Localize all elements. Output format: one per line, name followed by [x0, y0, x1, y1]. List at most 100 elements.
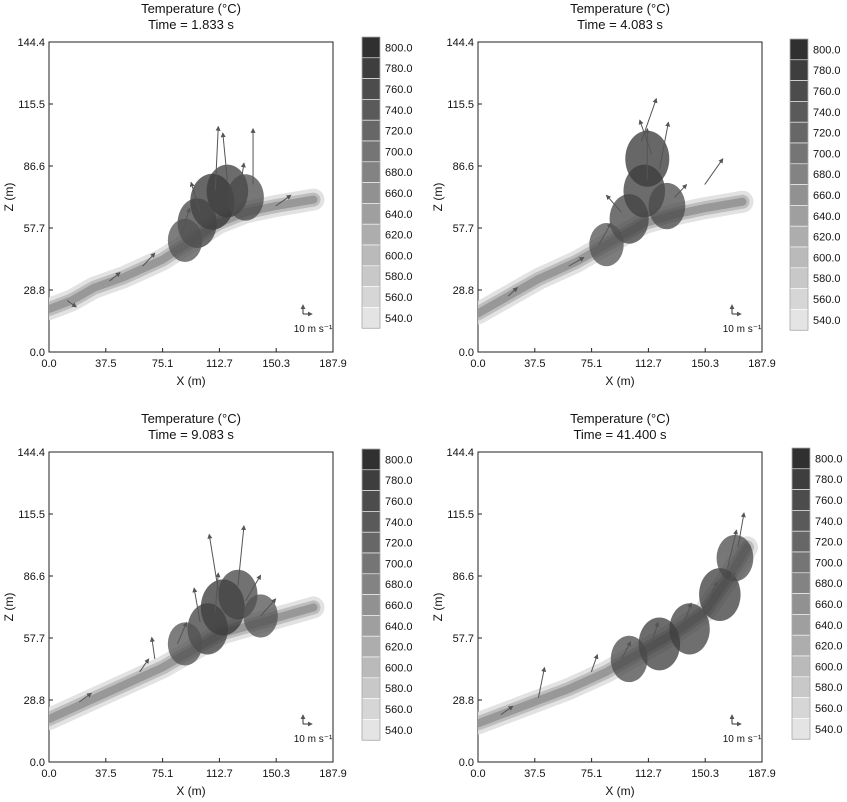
- colorbar-tick-label: 540.0: [385, 725, 413, 737]
- chart-title: Temperature (°C): [570, 411, 670, 426]
- colorbar-tick-label: 680.0: [815, 578, 843, 590]
- colorbar-band: [361, 490, 381, 512]
- colorbar-tick-label: 540.0: [813, 315, 841, 327]
- chart-panel-2: Temperature (°C)Time = 4.083 s 0.0 37.5 75.…: [431, 1, 841, 388]
- colorbar-band: [361, 57, 381, 79]
- y-tick-label: 57.7: [24, 223, 45, 235]
- y-tick-label: 144.4: [446, 37, 474, 49]
- colorbar-band: [361, 140, 381, 163]
- velocity-vector: [207, 533, 219, 591]
- colorbar-band: [361, 469, 381, 491]
- velocity-vector: [500, 705, 514, 716]
- colorbar-tick-label: 740.0: [813, 107, 841, 119]
- velocity-vector: [275, 194, 292, 207]
- colorbar-band: [789, 225, 809, 248]
- x-tick-label: 75.1: [152, 768, 173, 780]
- y-tick-label: 57.7: [453, 633, 474, 645]
- velocity-vector: [681, 602, 693, 630]
- temperature-field: [49, 525, 325, 731]
- velocity-vector: [605, 194, 622, 213]
- colorbar-tick-label: 720.0: [813, 128, 841, 140]
- colorbar-band: [361, 307, 381, 329]
- colorbar-band: [361, 78, 381, 100]
- colorbar-tick-label: 640.0: [385, 621, 413, 633]
- colorbar-tick-label: 540.0: [815, 724, 843, 736]
- colorbar-tick-label: 780.0: [385, 475, 413, 487]
- colorbar-band: [361, 573, 381, 595]
- colorbar-tick-label: 560.0: [815, 703, 843, 715]
- reference-vector-label: 10 m s⁻¹: [723, 324, 762, 335]
- colorbar-band: [791, 447, 811, 470]
- x-axis-label: X (m): [605, 784, 634, 798]
- colorbar-tick-label: 540.0: [385, 313, 413, 325]
- x-tick-label: 187.9: [319, 768, 347, 780]
- colorbar-band: [789, 101, 809, 123]
- colorbar-tick-label: 600.0: [813, 252, 841, 264]
- temperature-hotspot: [167, 218, 203, 262]
- velocity-vector: [537, 666, 547, 698]
- y-tick-label: 115.5: [18, 99, 45, 111]
- y-tick-label: 28.8: [24, 695, 45, 707]
- colorbar-tick-label: 700.0: [385, 146, 413, 158]
- colorbar-tick-label: 700.0: [385, 558, 413, 570]
- chart-subtitle: Time = 41.400 s: [573, 427, 667, 442]
- colorbar-tick-label: 800.0: [813, 44, 841, 56]
- x-axis-label: X (m): [176, 374, 205, 388]
- colorbar-tick-label: 620.0: [385, 642, 413, 654]
- colorbar-band: [361, 99, 381, 121]
- velocity-vector: [181, 207, 191, 235]
- colorbar-band: [791, 489, 811, 511]
- colorbar-tick-label: 560.0: [385, 704, 413, 716]
- temperature-hotspot: [227, 174, 264, 221]
- colorbar-band: [789, 163, 809, 185]
- colorbar-band: [789, 184, 809, 206]
- colorbar-tick-label: 800.0: [385, 42, 413, 54]
- x-tick-label: 112.7: [635, 768, 662, 780]
- velocity-vector: [109, 272, 121, 282]
- colorbar-band: [789, 246, 809, 269]
- velocity-vector: [507, 287, 518, 297]
- x-axis-label: X (m): [176, 784, 205, 798]
- x-tick-label: 150.3: [691, 358, 719, 370]
- colorbar-band: [791, 593, 811, 615]
- colorbar-band: [361, 161, 381, 183]
- velocity-vector: [214, 125, 221, 192]
- y-axis-label: Z (m): [2, 183, 16, 212]
- colorbar-band: [791, 510, 811, 532]
- x-tick-label: 150.3: [262, 358, 290, 370]
- colorbar-tick-label: 760.0: [813, 86, 841, 98]
- temperature-field: [49, 125, 325, 321]
- x-tick-label: 0.0: [41, 768, 56, 780]
- colorbar-band: [789, 38, 809, 61]
- colorbar-band: [791, 614, 811, 636]
- colorbar-band: [791, 634, 811, 657]
- y-tick-label: 86.6: [453, 161, 474, 173]
- y-tick-label: 0.0: [30, 347, 45, 359]
- colorbar-tick-label: 760.0: [385, 496, 413, 508]
- colorbar-tick-label: 780.0: [385, 63, 413, 75]
- velocity-vector: [658, 121, 671, 170]
- colorbar-tick-label: 560.0: [385, 292, 413, 304]
- velocity-vector: [192, 587, 201, 623]
- y-tick-label: 28.8: [24, 285, 45, 297]
- velocity-vector: [621, 641, 632, 660]
- chart-subtitle: Time = 4.083 s: [577, 17, 663, 32]
- velocity-vector: [149, 636, 156, 660]
- colorbar-band: [791, 655, 811, 678]
- colorbar-band: [791, 718, 811, 740]
- x-tick-label: 112.7: [635, 358, 662, 370]
- y-tick-label: 86.6: [453, 571, 474, 583]
- colorbar-tick-label: 580.0: [813, 273, 841, 285]
- temperature-hotspot: [669, 603, 710, 655]
- colorbar-band: [361, 719, 381, 741]
- x-tick-label: 75.1: [152, 358, 173, 370]
- chart-panel-3: Temperature (°C)Time = 9.083 s 0.0 37.5 75.…: [2, 411, 413, 798]
- colorbar-frame: [789, 38, 809, 331]
- colorbar-tick-label: 620.0: [813, 232, 841, 244]
- colorbar-tick-label: 640.0: [385, 209, 413, 221]
- colorbar-band: [361, 119, 381, 142]
- velocity-vector: [719, 572, 736, 595]
- colorbar-tick-label: 620.0: [385, 230, 413, 242]
- y-tick-label: 57.7: [453, 223, 474, 235]
- colorbar-band: [789, 121, 809, 144]
